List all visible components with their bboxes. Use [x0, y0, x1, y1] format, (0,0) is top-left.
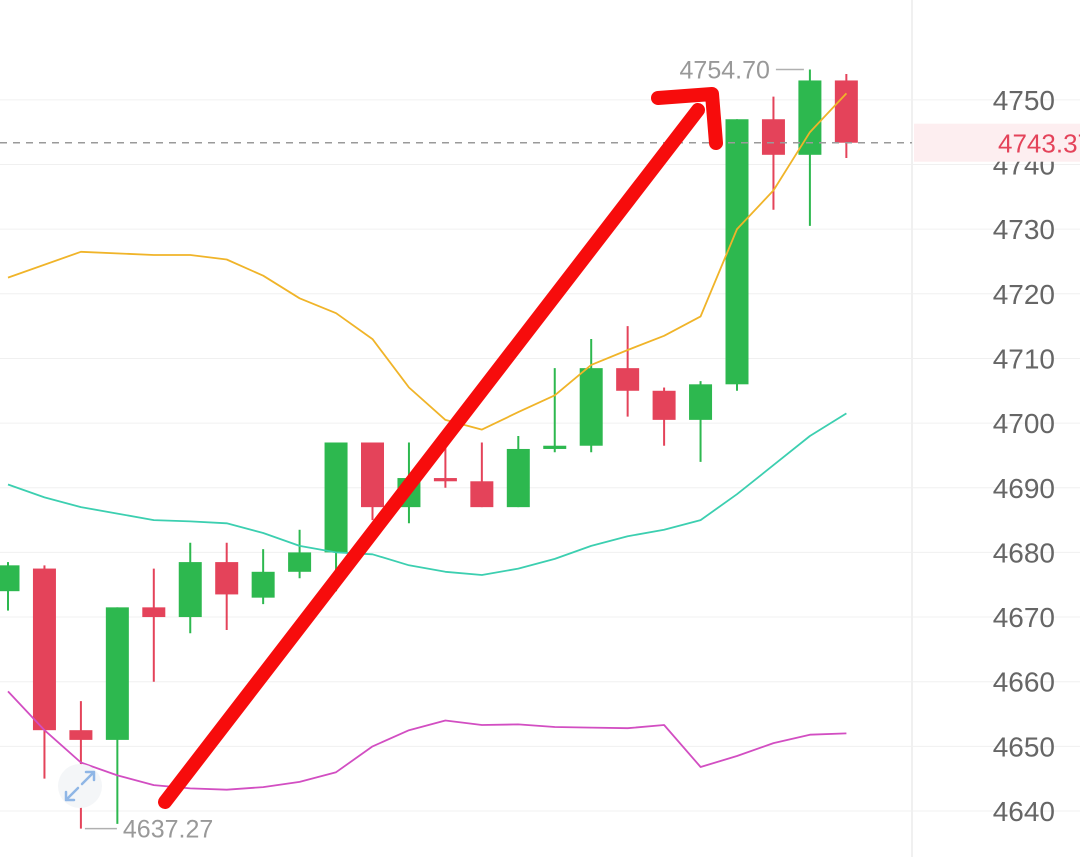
price-tick-label: 4680 — [993, 537, 1055, 568]
candle — [142, 568, 166, 682]
candle — [433, 445, 457, 488]
candle-body — [288, 552, 312, 572]
candle-body — [725, 119, 749, 385]
price-tick-label: 4720 — [993, 279, 1055, 310]
candle-body — [579, 368, 603, 446]
candle-body — [652, 390, 676, 420]
trend-arrow-shaft — [158, 103, 705, 809]
candle-body — [798, 80, 822, 155]
candle-body — [470, 481, 494, 508]
candle-body — [361, 442, 384, 508]
price-tick-label: 4750 — [993, 85, 1055, 116]
candle-body — [105, 607, 129, 740]
current-price-badge — [914, 123, 1080, 162]
candle — [506, 436, 530, 508]
candle — [689, 381, 713, 462]
trend-arrow-head — [651, 87, 723, 150]
candle-body — [32, 568, 56, 731]
candle — [324, 442, 348, 592]
candle — [616, 326, 640, 417]
candle — [251, 549, 275, 605]
price-tick-label: 4730 — [993, 214, 1055, 245]
price-tick-label: 4650 — [993, 731, 1055, 762]
expand-icon-bg — [58, 764, 102, 808]
candle-body — [506, 448, 530, 508]
candle — [361, 442, 384, 521]
current-price-label: 4743.37 — [998, 129, 1080, 159]
candle-body — [69, 730, 93, 740]
price-tick-label: 4710 — [993, 343, 1055, 374]
candle-body — [215, 562, 239, 595]
indicator-lines — [7, 92, 848, 791]
price-tick-label: 4670 — [993, 602, 1055, 633]
candle-body — [689, 384, 713, 420]
candle-body — [0, 565, 20, 592]
candle — [543, 368, 567, 453]
candle — [215, 542, 239, 630]
candle — [470, 442, 494, 508]
candle-body — [142, 607, 166, 618]
candle — [105, 607, 129, 824]
low-price-label: 4637.27 — [123, 816, 213, 844]
price-tick-label: 4660 — [993, 667, 1055, 698]
high-price-label: 4754.70 — [680, 56, 770, 84]
candles-group — [0, 69, 858, 829]
price-tick-label: 4640 — [993, 796, 1055, 827]
annotations: 4743.37 4754.70 4637.27 — [0, 56, 1080, 844]
candle — [32, 565, 56, 779]
candle-body — [543, 445, 567, 449]
candle-body — [761, 119, 785, 155]
candle-body — [251, 571, 275, 598]
price-axis: 4640 4650 4660 4670 4680 4690 4700 4710 4720 4730… — [993, 85, 1055, 827]
price-tick-label: 4690 — [993, 473, 1055, 504]
candle — [725, 119, 749, 391]
candle — [579, 339, 603, 453]
expand-icon[interactable] — [58, 764, 102, 808]
candle-body — [324, 442, 348, 553]
candle — [0, 562, 20, 611]
candle — [288, 529, 312, 579]
expand-icon-glyph — [64, 770, 96, 802]
candle — [761, 96, 785, 210]
indicator-line — [7, 412, 847, 576]
candle-body — [834, 80, 858, 143]
price-tick-label: 4700 — [993, 408, 1055, 439]
candle-body — [433, 478, 457, 482]
candle — [834, 73, 858, 159]
candle — [178, 542, 202, 634]
candle — [652, 387, 676, 446]
overlay — [58, 87, 723, 809]
candle — [798, 69, 822, 226]
indicator-line — [7, 690, 847, 791]
candle-body — [178, 562, 202, 618]
candle-body — [616, 368, 640, 391]
